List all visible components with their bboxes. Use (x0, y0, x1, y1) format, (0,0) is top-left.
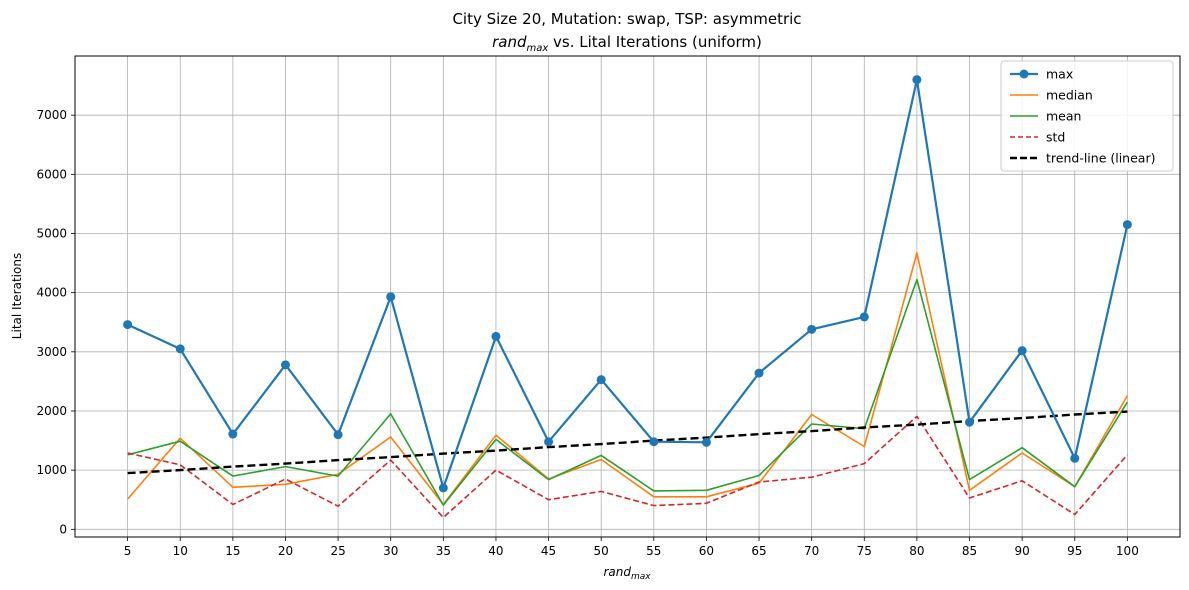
legend-marker (1019, 69, 1029, 79)
x-tick-label: 65 (751, 544, 766, 558)
series-point-max (701, 437, 711, 447)
y-axis-label: Lital Iterations (10, 253, 24, 339)
y-axis-ticks: 0 1000 2000 3000 4000 5000 6000 7000 (36, 108, 75, 536)
plot-background (75, 56, 1180, 537)
title-var-subscript: max (526, 43, 548, 54)
x-tick-label: 30 (383, 544, 398, 558)
series-point-max (754, 368, 764, 378)
x-tick-label: 10 (173, 544, 188, 558)
series-point-max (859, 312, 869, 322)
series-point-max (807, 324, 817, 334)
series-point-max (596, 375, 606, 385)
y-tick-label: 4000 (36, 286, 67, 300)
x-tick-label: 80 (909, 544, 924, 558)
series-point-max (544, 437, 554, 447)
legend-label: mean (1046, 109, 1081, 124)
legend-label: median (1046, 88, 1093, 103)
series-point-max (491, 331, 501, 341)
series-line-mean (127, 278, 1129, 506)
series-line-trend-line-linear (127, 410, 1128, 475)
series-point-max (438, 483, 448, 493)
x-tick-label: 60 (699, 544, 714, 558)
chart-title-line2: randmax vs. Lital Iterations (uniform) (492, 33, 762, 54)
legend-label: trend-line (linear) (1046, 151, 1155, 166)
x-tick-label: 15 (225, 544, 240, 558)
series-point-max (333, 430, 343, 440)
x-tick-label: 50 (594, 544, 609, 558)
xlabel-subscript: max (631, 572, 651, 582)
plot-frame (74, 55, 1181, 538)
x-tick-label: 95 (1067, 544, 1082, 558)
y-tick-label: 3000 (36, 345, 67, 359)
series-point-max (280, 360, 290, 370)
x-tick-label: 90 (1015, 544, 1030, 558)
series-point-max (1122, 220, 1132, 230)
chart-title-line1: City Size 20, Mutation: swap, TSP: asymm… (452, 10, 801, 28)
legend-label: std (1046, 130, 1065, 145)
series-point-max (123, 320, 133, 330)
series-layer (123, 75, 1132, 519)
series-line-std (127, 415, 1129, 519)
series-line-max (127, 78, 1129, 489)
x-axis-ticks: 5 10 15 20 25 30 35 40 45 50 55 60 65 70 75 80 85 90 95 100 (124, 537, 1139, 558)
legend-box (1000, 60, 1174, 172)
x-axis-label: randmax (603, 565, 651, 582)
series-point-max (1070, 453, 1080, 463)
x-tick-label: 45 (541, 544, 556, 558)
grid (75, 56, 1180, 537)
x-tick-label: 70 (804, 544, 819, 558)
series-point-max (649, 437, 659, 447)
legend-label: max (1046, 67, 1073, 82)
x-tick-label: 100 (1116, 544, 1139, 558)
plot-area (74, 55, 1181, 538)
series-line-median (126, 252, 1129, 506)
series-point-max (912, 75, 922, 85)
y-tick-label: 0 (59, 522, 67, 536)
x-tick-label: 55 (646, 544, 661, 558)
x-tick-label: 40 (488, 544, 503, 558)
title-rest: vs. Lital Iterations (uniform) (548, 33, 762, 51)
title-var: rand (492, 33, 527, 51)
xlabel-var: rand (603, 565, 631, 579)
y-tick-label: 1000 (36, 463, 67, 477)
x-tick-label: 35 (436, 544, 451, 558)
series-point-max (228, 429, 238, 439)
series-point-max (175, 344, 185, 354)
legend: max median mean std trend-line (linear) (1000, 60, 1174, 172)
x-tick-label: 85 (962, 544, 977, 558)
y-tick-label: 6000 (36, 167, 67, 181)
series-point-max (386, 292, 396, 302)
series-point-max (965, 417, 975, 427)
y-tick-label: 2000 (36, 404, 67, 418)
y-tick-label: 7000 (36, 108, 67, 122)
y-tick-label: 5000 (36, 226, 67, 240)
x-tick-label: 20 (278, 544, 293, 558)
x-tick-label: 25 (330, 544, 345, 558)
x-tick-label: 5 (124, 544, 132, 558)
x-tick-label: 75 (857, 544, 872, 558)
series-point-max (1017, 346, 1027, 356)
